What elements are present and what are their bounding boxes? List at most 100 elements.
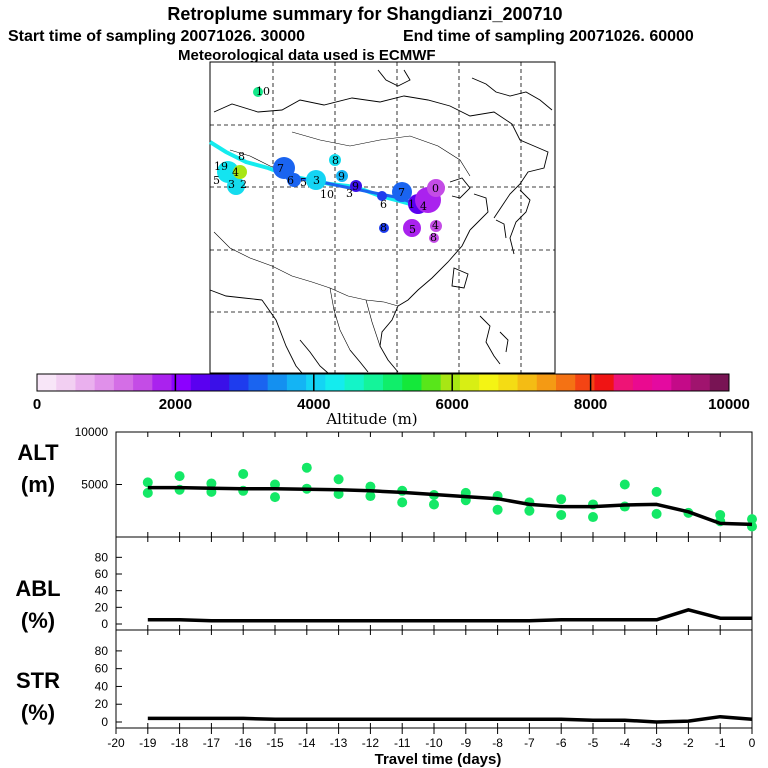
x-tick-label: -14 <box>298 736 316 750</box>
panel-abl: 0 20 40 60 80 ABL (%) <box>15 536 753 633</box>
map-label: 8 <box>332 154 339 167</box>
start-time-label: Start time of sampling 20071026. 30000 <box>8 28 305 45</box>
map-label: 3 <box>228 178 235 191</box>
y-tick-label: 40 <box>95 584 109 598</box>
colorbar-segment <box>536 374 557 391</box>
colorbar-segment <box>383 374 403 391</box>
altitude-point <box>715 509 726 520</box>
x-tick-label: -18 <box>171 736 189 750</box>
y-tick-label: 0 <box>101 715 108 729</box>
y-tick-label: 0 <box>101 617 108 631</box>
altitude-point <box>429 499 439 510</box>
colorbar-segment <box>210 374 230 391</box>
y-tick-label: 60 <box>95 662 109 676</box>
colorbar-segment <box>325 374 346 391</box>
map-label: 4 <box>420 200 427 213</box>
altitude-point <box>206 478 217 489</box>
colorbar-segment <box>37 374 57 391</box>
colorbar-segment <box>190 374 211 391</box>
altitude-point <box>556 509 567 520</box>
colorbar-segment <box>402 374 422 391</box>
colorbar-label: Altitude (m) <box>325 410 417 428</box>
x-tick-label: -19 <box>139 736 157 750</box>
panel-unit-label: (%) <box>21 700 55 725</box>
colorbar-tick-label: 8000 <box>574 396 607 413</box>
altitude-point <box>142 477 153 488</box>
colorbar-segment <box>229 374 249 391</box>
altitude-point <box>651 486 662 497</box>
map-label: 7 <box>277 162 284 175</box>
map-label: 3 <box>313 174 320 187</box>
x-tick-label: -10 <box>425 736 443 750</box>
x-tick-label: -17 <box>203 736 221 750</box>
panel-frame <box>115 431 753 538</box>
x-tick-label: -2 <box>683 736 694 750</box>
altitude-point <box>174 471 185 482</box>
x-tick-label: -8 <box>492 736 503 750</box>
y-tick-label: 60 <box>95 567 109 581</box>
altitude-colorbar <box>36 373 730 392</box>
map-label: 4 <box>232 166 239 179</box>
map-label: 0 <box>432 182 439 195</box>
colorbar-segment <box>133 374 153 391</box>
colorbar-segment <box>363 374 384 391</box>
y-tick-label: 80 <box>95 550 109 564</box>
colorbar-segment <box>556 374 576 391</box>
colorbar-segment <box>248 374 269 391</box>
map-label: 1 <box>408 198 415 211</box>
colorbar-segment <box>498 374 519 391</box>
panel-frame <box>115 629 753 729</box>
colorbar-segment <box>267 374 288 391</box>
panel-label: ABL <box>15 576 60 601</box>
map-frame <box>209 61 556 374</box>
colorbar-segment <box>690 374 711 391</box>
map-label: 6 <box>287 174 294 187</box>
altitude-point <box>238 469 249 479</box>
x-tick-label: -4 <box>619 736 630 750</box>
y-tick-label: 5000 <box>81 478 108 492</box>
map-label: 10 <box>256 85 270 98</box>
panel-alt: 5000 10000 ALT (m) <box>17 425 757 538</box>
map-borders <box>213 131 471 351</box>
map-label: 19 <box>214 160 228 173</box>
colorbar-segment <box>671 374 692 391</box>
colorbar-ticks: 0 2000 4000 6000 8000 10000 <box>33 374 750 413</box>
altitude-point <box>651 508 662 519</box>
alt-series-line <box>147 485 753 527</box>
plume-labels: 10 8 19 5 4 3 2 7 6 5 3 8 9 10 3 9 6 7 1… <box>213 85 439 244</box>
x-tick-label: -12 <box>362 736 380 750</box>
y-tick-label: 20 <box>95 600 109 614</box>
map-coastlines <box>209 69 553 374</box>
colorbar-segment <box>479 374 499 391</box>
map-label: 3 <box>346 187 353 200</box>
x-tick-label: -20 <box>107 736 125 750</box>
x-tick-label: 0 <box>749 736 756 750</box>
x-tick-label: -13 <box>330 736 348 750</box>
x-axis-label: Travel time (days) <box>375 751 502 768</box>
colorbar-tick-label: 4000 <box>297 396 330 413</box>
map-label: 6 <box>380 198 387 211</box>
met-data-label: Meteorological data used is ECMWF <box>178 47 436 64</box>
colorbar-segment <box>652 374 672 391</box>
altitude-point <box>556 494 567 505</box>
altitude-point <box>270 492 280 503</box>
map-label: 10 <box>320 188 334 201</box>
x-tick-label: -3 <box>651 736 662 750</box>
colorbar-segment <box>632 374 653 391</box>
time-series-panels: 5000 10000 ALT (m) 0 20 40 60 80 ABL (%) 0 20 40 60 80 S… <box>15 425 757 750</box>
colorbar-segment <box>94 374 115 391</box>
colorbar-segment <box>575 374 595 391</box>
panel-label: ALT <box>17 440 59 465</box>
altitude-point <box>397 497 408 508</box>
colorbar-segment <box>75 374 96 391</box>
colorbar-segment <box>152 374 173 391</box>
colorbar-segment <box>344 374 365 391</box>
colorbar-segment <box>459 374 480 391</box>
y-tick-label: 40 <box>95 679 109 693</box>
altitude-point <box>333 474 344 485</box>
figure-title: Retroplume summary for Shangdianzi_20071… <box>167 4 562 24</box>
colorbar-segment <box>171 374 192 391</box>
x-tick-label: -15 <box>266 736 284 750</box>
plume-dots <box>217 87 445 243</box>
y-tick-label: 20 <box>95 697 109 711</box>
